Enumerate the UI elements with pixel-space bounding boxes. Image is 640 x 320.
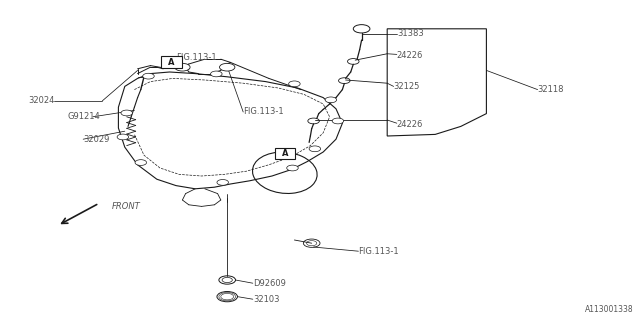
Text: FRONT: FRONT: [112, 202, 141, 211]
Circle shape: [289, 81, 300, 87]
FancyBboxPatch shape: [161, 56, 182, 68]
Circle shape: [217, 180, 228, 185]
Text: G91214: G91214: [67, 112, 100, 121]
Text: FIG.113-1: FIG.113-1: [176, 53, 216, 62]
Circle shape: [220, 63, 235, 71]
Text: 32024: 32024: [28, 96, 54, 105]
Text: 32118: 32118: [538, 85, 564, 94]
Text: 32125: 32125: [394, 82, 420, 91]
Circle shape: [121, 110, 132, 116]
Circle shape: [303, 239, 320, 247]
Circle shape: [348, 59, 359, 64]
Text: A113001338: A113001338: [585, 305, 634, 314]
Circle shape: [117, 134, 129, 140]
Circle shape: [339, 78, 350, 84]
Text: FIG.113-1: FIG.113-1: [358, 247, 399, 256]
Circle shape: [309, 146, 321, 152]
Circle shape: [332, 118, 344, 124]
Circle shape: [353, 25, 370, 33]
Text: 24226: 24226: [397, 52, 423, 60]
Circle shape: [287, 165, 298, 171]
Text: D92609: D92609: [253, 279, 285, 288]
Text: 32029: 32029: [83, 135, 109, 144]
Text: A: A: [168, 58, 175, 67]
Circle shape: [219, 276, 236, 284]
Circle shape: [135, 160, 147, 165]
Circle shape: [143, 73, 154, 79]
Circle shape: [308, 118, 319, 124]
Text: FIG.113-1: FIG.113-1: [243, 108, 284, 116]
Circle shape: [217, 292, 237, 302]
Text: 24226: 24226: [397, 120, 423, 129]
Circle shape: [175, 63, 190, 71]
Circle shape: [211, 71, 222, 77]
Text: 31383: 31383: [397, 29, 424, 38]
FancyBboxPatch shape: [275, 148, 295, 159]
Text: A: A: [282, 149, 288, 158]
Text: 32103: 32103: [253, 295, 279, 304]
Circle shape: [325, 97, 337, 103]
